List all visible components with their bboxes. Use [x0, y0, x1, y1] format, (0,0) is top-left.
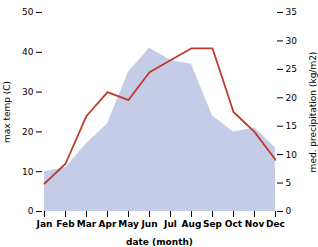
svg-text:10: 10	[286, 150, 298, 160]
svg-text:Jun: Jun	[140, 219, 157, 229]
svg-text:20: 20	[286, 93, 298, 103]
svg-text:Oct: Oct	[225, 219, 243, 229]
svg-text:0: 0	[286, 206, 292, 216]
svg-text:15: 15	[286, 121, 297, 131]
svg-text:30: 30	[286, 36, 298, 46]
svg-text:10: 10	[22, 167, 34, 177]
svg-text:0: 0	[28, 206, 34, 216]
svg-text:25: 25	[286, 64, 297, 74]
svg-text:Aug: Aug	[182, 219, 202, 229]
svg-text:30: 30	[22, 87, 34, 97]
svg-text:50: 50	[22, 7, 34, 17]
svg-text:Dec: Dec	[266, 219, 285, 229]
svg-text:May: May	[118, 219, 139, 229]
svg-text:40: 40	[22, 47, 34, 57]
svg-text:med. precipitation (kg/m2): med. precipitation (kg/m2)	[308, 52, 318, 173]
svg-text:Nov: Nov	[245, 219, 265, 229]
svg-text:5: 5	[286, 178, 292, 188]
svg-text:Jan: Jan	[36, 219, 53, 229]
svg-text:Jul: Jul	[163, 219, 177, 229]
svg-text:max temp (C): max temp (C)	[2, 81, 12, 143]
svg-text:20: 20	[22, 127, 34, 137]
svg-text:Feb: Feb	[56, 219, 75, 229]
svg-text:date (month): date (month)	[126, 237, 193, 247]
svg-text:Mar: Mar	[77, 219, 97, 229]
svg-text:Sep: Sep	[203, 219, 223, 229]
svg-text:Apr: Apr	[99, 219, 117, 229]
svg-text:35: 35	[286, 7, 297, 17]
